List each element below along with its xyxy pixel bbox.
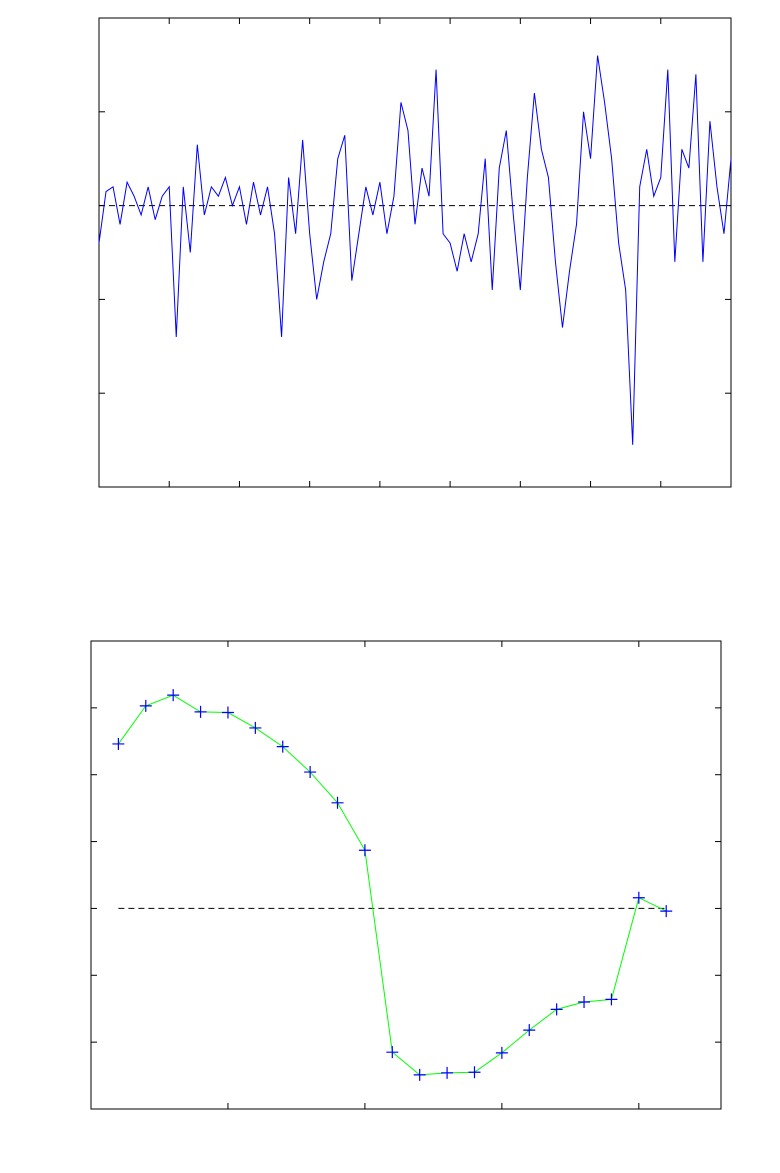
- data-point: [221, 706, 234, 719]
- data-point: [386, 1046, 399, 1059]
- data-point: [523, 1024, 536, 1037]
- data-point: [578, 996, 591, 1009]
- data-point: [468, 1066, 481, 1079]
- data-point: [194, 705, 207, 718]
- data-line: [117, 694, 667, 1076]
- data-point: [304, 766, 317, 779]
- data-point: [139, 699, 152, 712]
- data-point: [660, 905, 673, 918]
- data-point: [331, 796, 344, 809]
- data-point: [495, 1046, 508, 1059]
- data-line: [98, 55, 732, 445]
- plot-frame: [98, 17, 732, 488]
- data-point: [112, 737, 125, 750]
- data-point: [358, 844, 371, 857]
- data-point: [605, 993, 618, 1006]
- data-point: [276, 740, 289, 753]
- data-point: [441, 1066, 454, 1079]
- data-point: [413, 1068, 426, 1081]
- data-point: [249, 721, 262, 734]
- data-point: [632, 891, 645, 904]
- data-point: [550, 1003, 563, 1016]
- plot-frame: [90, 640, 722, 1110]
- data-point: [167, 689, 180, 702]
